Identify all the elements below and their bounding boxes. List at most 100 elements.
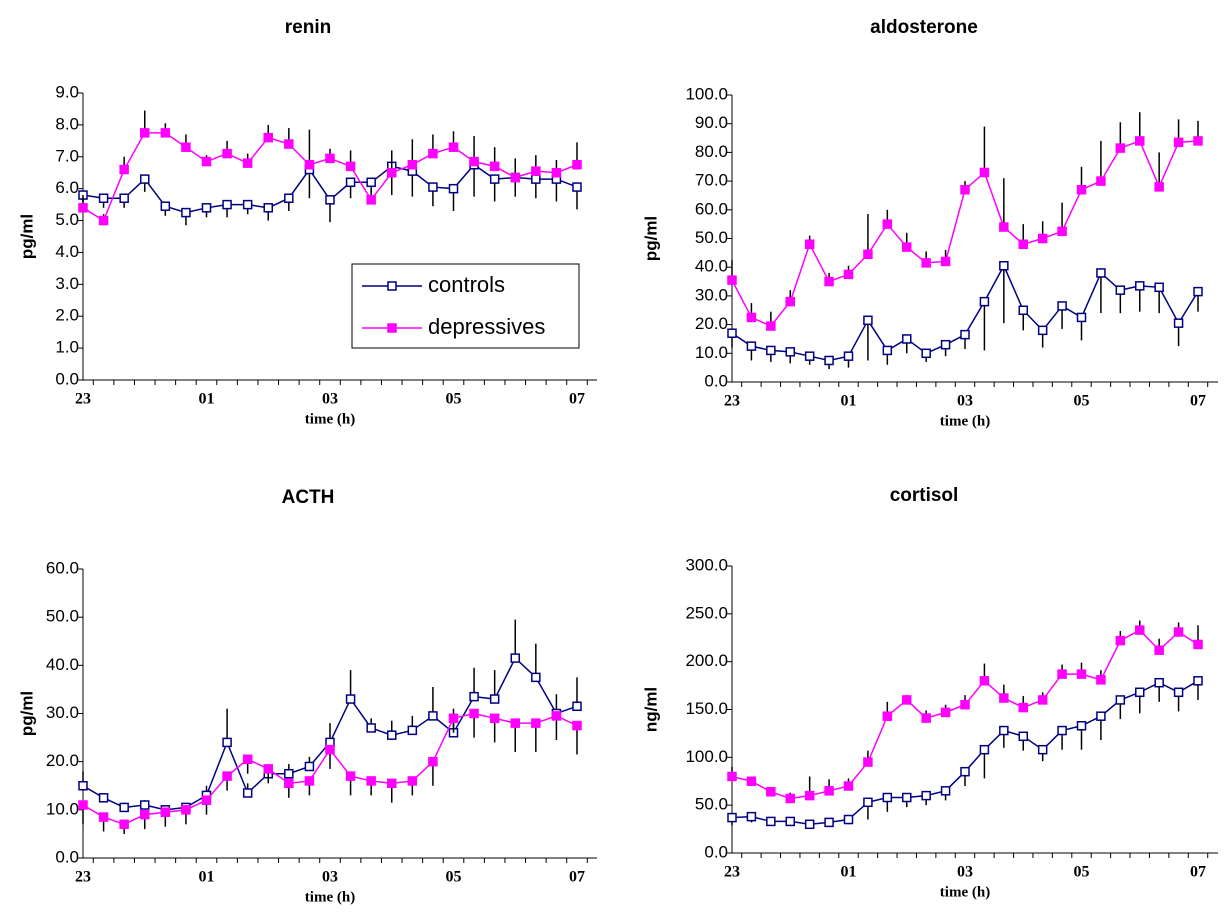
marker: [531, 672, 541, 683]
x-axis-label: time (h): [940, 884, 990, 900]
marker: [1096, 711, 1106, 721]
marker: [428, 756, 438, 767]
chart-title: aldosterone: [870, 17, 978, 38]
marker: [551, 711, 562, 721]
marker: [785, 347, 795, 357]
marker: [510, 718, 520, 728]
y-tick-label: 1.0: [55, 338, 79, 357]
marker: [1076, 312, 1087, 323]
marker: [863, 757, 873, 767]
marker: [902, 334, 912, 344]
marker: [510, 172, 520, 183]
y-axis-label: pg/ml: [17, 214, 36, 259]
marker: [181, 142, 191, 152]
x-tick-label: 07: [569, 869, 585, 886]
x-tick-label: 05: [446, 391, 462, 408]
marker: [882, 711, 893, 721]
marker: [407, 725, 418, 736]
marker: [489, 694, 500, 704]
marker: [489, 713, 500, 724]
x-tick-label: 03: [322, 869, 338, 886]
marker: [882, 219, 893, 229]
marker: [1115, 635, 1126, 646]
marker: [1154, 282, 1164, 293]
marker: [921, 790, 931, 801]
marker: [119, 193, 129, 203]
y-tick-label: 30.0: [46, 703, 79, 722]
x-tick-label: 01: [841, 393, 857, 410]
marker: [1018, 702, 1028, 713]
marker: [882, 345, 893, 356]
marker: [1173, 137, 1184, 148]
y-tick-label: 70.0: [695, 171, 728, 190]
x-axis-label: time (h): [940, 413, 990, 429]
marker: [727, 328, 737, 338]
marker: [921, 713, 931, 723]
marker: [960, 766, 970, 777]
y-tick-label: 30.0: [695, 285, 728, 304]
y-tick-label: 60.0: [695, 199, 728, 218]
marker: [1173, 627, 1184, 637]
marker: [766, 345, 776, 356]
marker: [940, 339, 951, 350]
legend-marker: [387, 281, 397, 291]
marker: [804, 790, 815, 801]
marker: [921, 348, 931, 359]
marker: [78, 203, 88, 213]
marker: [902, 792, 912, 803]
marker: [140, 128, 150, 138]
marker: [140, 174, 150, 184]
marker: [843, 269, 854, 280]
marker: [1018, 305, 1028, 315]
marker: [979, 744, 990, 755]
y-tick-label: 3.0: [55, 274, 79, 293]
y-tick-label: 50.0: [695, 228, 728, 247]
y-tick-label: 50.0: [695, 795, 728, 814]
x-tick-label: 05: [446, 869, 462, 886]
y-axis-label: ng/ml: [641, 687, 660, 732]
y-tick-label: 4.0: [55, 242, 79, 261]
y-tick-label: 40.0: [695, 257, 728, 276]
marker: [551, 167, 562, 178]
y-tick-label: 150.0: [685, 699, 728, 718]
marker: [727, 275, 737, 285]
y-tick-label: 20.0: [46, 751, 79, 770]
marker: [1057, 301, 1067, 311]
marker: [119, 819, 129, 830]
marker: [804, 819, 815, 830]
marker: [304, 776, 315, 786]
legend-box: [351, 263, 580, 349]
marker: [824, 786, 834, 796]
marker: [98, 193, 109, 203]
y-tick-label: 250.0: [685, 603, 728, 622]
marker: [1193, 286, 1203, 297]
marker: [304, 160, 315, 170]
marker: [940, 786, 951, 796]
y-tick-label: 8.0: [55, 114, 79, 133]
marker: [1096, 675, 1106, 685]
marker: [746, 312, 757, 323]
marker: [843, 781, 854, 791]
marker: [366, 723, 376, 733]
marker: [222, 737, 232, 748]
marker: [201, 203, 212, 213]
marker: [448, 142, 459, 152]
marker: [366, 177, 376, 188]
marker: [824, 817, 834, 828]
marker: [824, 355, 834, 366]
y-tick-label: 0.0: [55, 369, 79, 388]
marker: [98, 812, 109, 822]
marker: [201, 156, 212, 167]
marker: [572, 701, 582, 712]
marker: [428, 148, 438, 159]
marker: [201, 795, 212, 805]
marker: [1018, 239, 1028, 249]
marker: [1115, 285, 1126, 295]
x-tick-label: 05: [1074, 864, 1090, 881]
marker: [902, 242, 912, 252]
chart-title: cortisol: [890, 485, 959, 506]
marker: [1057, 725, 1067, 736]
x-tick-label: 05: [1074, 393, 1090, 410]
y-tick-label: 5.0: [55, 210, 79, 229]
marker: [1057, 669, 1067, 679]
